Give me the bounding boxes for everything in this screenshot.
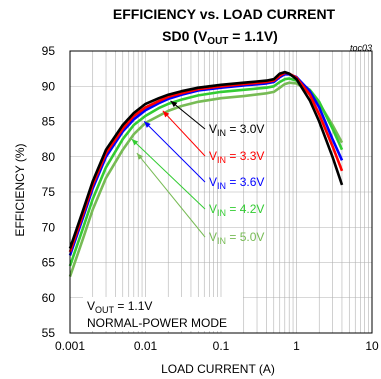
chart-subtitle: SD0 (VOUT = 1.1V) <box>162 28 278 47</box>
legend-arrowhead <box>170 100 178 108</box>
y-tick-label: 60 <box>42 291 56 305</box>
x-tick-label: 0.001 <box>55 339 85 353</box>
legend-label-prefix: V <box>209 149 217 163</box>
series-line <box>68 81 344 278</box>
x-tick-label: 0.01 <box>134 339 158 353</box>
legend-leader-line <box>131 138 206 210</box>
legend-label: VIN = 3.6V <box>209 175 264 191</box>
chart-title: EFFICIENCY vs. LOAD CURRENT <box>113 6 336 22</box>
plot-frame <box>69 50 373 334</box>
y-tick-label: 70 <box>42 220 56 234</box>
legend-label-suffix: = 4.2V <box>226 202 264 216</box>
x-axis-label: LOAD CURRENT (A) <box>161 362 275 376</box>
tick-layer: 0.001 0.01 0.1 1 10 55 60 65 70 75 80 85 90 95 <box>42 44 379 353</box>
legend-label: VIN = 3.3V <box>209 149 264 165</box>
series-line <box>68 71 344 253</box>
legend-label-suffix: = 5.0V <box>226 230 264 244</box>
legend-arrowhead <box>162 110 170 118</box>
conditions-vout-prefix: V <box>87 299 95 313</box>
legend-label-suffix: = 3.3V <box>226 149 264 163</box>
y-tick-label: 55 <box>42 326 56 340</box>
series-line <box>68 70 344 249</box>
conditions-mode: NORMAL-POWER MODE <box>87 316 227 330</box>
conditions-vout-suffix: = 1.1V <box>114 299 152 313</box>
legend-label-subscript: IN <box>217 128 226 138</box>
conditions-box <box>83 297 243 331</box>
legend-leader-line <box>143 121 206 183</box>
y-axis-label: EFFICIENCY (%) <box>13 143 27 236</box>
legend-label-subscript: IN <box>217 155 226 165</box>
y-tick-label: 90 <box>42 79 56 93</box>
legend-arrowhead <box>136 153 143 160</box>
y-tick-label: 85 <box>42 115 56 129</box>
figure-code: toc03 <box>350 43 372 53</box>
legend-label-prefix: V <box>209 202 217 216</box>
grid-layer <box>69 50 372 334</box>
conditions-vout-subscript: OUT <box>95 305 115 315</box>
legend-label-prefix: V <box>209 230 217 244</box>
legend-leader-line <box>162 110 206 157</box>
subtitle-subscript: OUT <box>207 36 228 47</box>
legend-label-subscript: IN <box>217 236 226 246</box>
legend-label-subscript: IN <box>217 208 226 218</box>
legend-label: VIN = 3.0V <box>209 122 264 138</box>
subtitle-prefix: SD0 (V <box>162 28 208 44</box>
subtitle-suffix: = 1.1V) <box>228 28 277 44</box>
legend-arrowhead <box>131 139 139 146</box>
legend-label: VIN = 5.0V <box>209 230 264 246</box>
legend-leader-line <box>136 152 206 238</box>
legend-label: VIN = 4.2V <box>209 202 264 218</box>
legend-label-suffix: = 3.6V <box>226 175 264 189</box>
legend-label-subscript: IN <box>217 181 226 191</box>
y-tick-label: 95 <box>42 44 56 58</box>
x-tick-label: 10 <box>365 339 379 353</box>
y-tick-label: 80 <box>42 150 56 164</box>
legend-leader-line <box>170 100 206 130</box>
y-tick-label: 65 <box>42 256 56 270</box>
y-tick-label: 75 <box>42 185 56 199</box>
x-tick-label: 0.1 <box>213 339 230 353</box>
legend-label-prefix: V <box>209 175 217 189</box>
legend-label-prefix: V <box>209 122 217 136</box>
legend-label-suffix: = 3.0V <box>226 122 264 136</box>
x-tick-label: 1 <box>293 339 300 353</box>
legend-arrowhead <box>144 121 151 128</box>
conditions-vout: VOUT = 1.1V <box>87 299 152 315</box>
series-layer <box>68 70 344 278</box>
